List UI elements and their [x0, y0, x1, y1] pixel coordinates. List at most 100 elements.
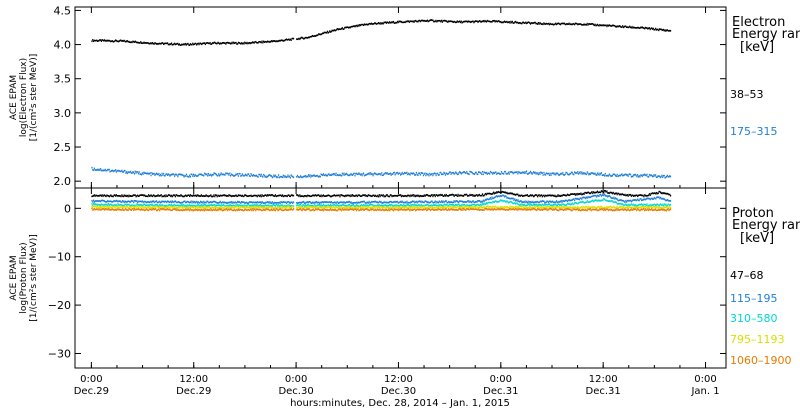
data-point [313, 205, 315, 208]
data-point [565, 23, 567, 26]
data-point [237, 175, 240, 177]
data-point [263, 205, 265, 207]
data-point [99, 200, 101, 202]
data-point [609, 174, 611, 177]
data-point [405, 195, 407, 197]
data-point [614, 198, 616, 200]
data-point [296, 176, 298, 178]
data-point [155, 205, 157, 208]
data-point [483, 20, 485, 23]
data-point [248, 206, 251, 209]
data-point [474, 171, 477, 174]
data-point [316, 174, 318, 177]
data-point [385, 204, 387, 206]
data-point [428, 207, 430, 209]
data-point [543, 194, 545, 197]
data-point [401, 171, 403, 174]
data-point [347, 194, 349, 197]
data-point [140, 204, 142, 206]
data-point [103, 169, 106, 172]
data-point [666, 199, 668, 202]
data-point [635, 206, 637, 208]
data-point [422, 201, 424, 203]
data-point [288, 176, 290, 178]
data-point [344, 202, 347, 204]
data-point [495, 171, 497, 173]
data-point [465, 172, 467, 174]
data-point [574, 23, 576, 26]
data-point [373, 205, 375, 207]
data-point [648, 193, 651, 195]
data-point [448, 201, 451, 203]
data-point [232, 207, 234, 209]
data-point [668, 176, 670, 178]
data-point [176, 206, 178, 209]
data-point [402, 206, 404, 209]
data-point [525, 194, 527, 197]
data-point [466, 205, 469, 208]
data-point [414, 194, 416, 197]
data-point [252, 201, 254, 203]
data-point [494, 171, 496, 174]
data-point [380, 194, 382, 196]
data-point [529, 200, 531, 203]
data-point [200, 201, 203, 204]
data-point [322, 208, 324, 211]
data-point [245, 201, 247, 204]
data-point [128, 171, 130, 174]
data-point [494, 20, 496, 23]
data-point [510, 192, 512, 194]
data-point [187, 42, 189, 45]
data-point [292, 207, 295, 210]
data-point [170, 205, 172, 208]
data-point [558, 205, 560, 208]
data-point [333, 201, 335, 204]
data-point [254, 207, 256, 209]
data-point [352, 173, 354, 175]
data-point [548, 205, 550, 208]
data-point [493, 172, 495, 175]
data-point [243, 201, 245, 204]
data-point [381, 206, 383, 208]
data-point [537, 173, 540, 176]
data-point [387, 201, 389, 204]
data-point [207, 42, 209, 44]
data-point [406, 195, 408, 198]
data-point [365, 23, 367, 26]
data-point [564, 173, 566, 176]
data-point [555, 201, 557, 203]
data-point [660, 207, 662, 209]
data-point [484, 206, 486, 209]
data-point [270, 40, 273, 42]
data-point [322, 173, 325, 175]
data-point [531, 173, 533, 175]
data-point [588, 172, 591, 175]
data-point [103, 40, 105, 42]
data-point [243, 195, 245, 198]
data-point [357, 194, 359, 197]
data-point [485, 208, 487, 210]
data-point [107, 39, 110, 42]
data-point [107, 39, 109, 42]
data-point [538, 204, 540, 206]
data-point [166, 204, 168, 207]
data-point [593, 194, 595, 197]
data-point [665, 199, 667, 202]
data-point [356, 202, 358, 204]
data-point [333, 203, 336, 206]
data-point [365, 195, 367, 197]
data-point [95, 205, 97, 208]
data-point [369, 209, 371, 211]
data-point [148, 208, 151, 210]
data-point [658, 196, 660, 198]
data-point [171, 195, 173, 198]
data-point [507, 201, 510, 204]
data-point [396, 172, 398, 174]
data-point [313, 35, 315, 38]
data-point [619, 174, 621, 177]
data-point [470, 201, 473, 204]
data-point [338, 202, 340, 204]
data-point [518, 22, 520, 25]
data-point [359, 24, 362, 27]
data-point [103, 209, 106, 211]
